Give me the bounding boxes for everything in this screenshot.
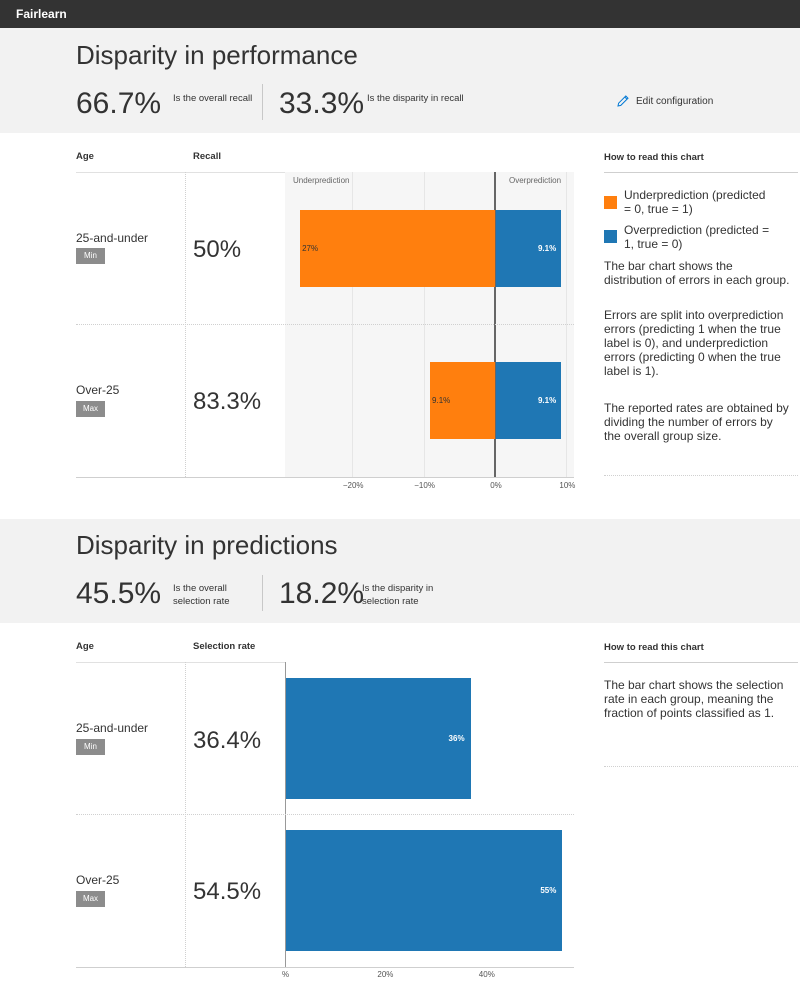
how-to-read-title: How to read this chart [604, 152, 704, 163]
legend-bottom-line [604, 766, 798, 767]
selection-disparity-value: 18.2% [279, 577, 365, 610]
underprediction-swatch [604, 196, 617, 209]
underprediction-bar-label: 9.1% [432, 396, 451, 405]
x-tick-label: −20% [342, 481, 364, 490]
group-label: Over-25 [76, 873, 120, 887]
overall-recall-value: 66.7% [76, 87, 162, 120]
underprediction-bar [300, 210, 495, 287]
chart-explanation: The bar chart shows the selection rate i… [604, 678, 784, 720]
edit-configuration-button[interactable]: Edit configuration [616, 93, 713, 109]
overall-selection-rate-label: Is the overall selection rate [173, 583, 230, 607]
selection-disparity-label: Is the disparity in selection rate [362, 583, 434, 607]
min-badge: Min [76, 248, 105, 264]
performance-bottom-line [76, 477, 574, 478]
overprediction-bar [496, 362, 561, 439]
legend-header-line [604, 172, 798, 173]
underprediction-bar-label: 27% [302, 244, 319, 253]
recall-disparity-label: Is the disparity in recall [367, 93, 464, 104]
overprediction-bar-label: 9.1% [537, 244, 557, 253]
underprediction-legend: Underprediction (predicted = 0, true = 1… [624, 188, 766, 216]
x-tick-label: 40% [478, 970, 495, 979]
chart-explanation: The bar chart shows the distribution of … [604, 259, 790, 287]
recall-value: 50% [193, 236, 242, 263]
max-badge: Max [76, 891, 105, 907]
predictions-bottom-line [76, 967, 574, 968]
predictions-col-group: Age [76, 641, 94, 652]
overall-recall-label: Is the overall recall [173, 93, 253, 104]
max-badge: Max [76, 401, 105, 417]
x-tick-label: 10% [559, 481, 576, 490]
overprediction-swatch [604, 230, 617, 243]
summary-divider [262, 575, 263, 611]
axis-label-underprediction: Underprediction [293, 176, 350, 185]
summary-divider [262, 84, 263, 120]
predictions-summary-band: Disparity in predictions [0, 519, 800, 623]
chart-explanation: The reported rates are obtained by divid… [604, 401, 789, 443]
overprediction-bar [496, 210, 561, 287]
legend-header-line [604, 662, 798, 663]
pencil-icon [617, 95, 629, 107]
predictions-heading: Disparity in predictions [76, 530, 338, 560]
recall-value: 83.3% [193, 388, 262, 415]
predictions-col-metric: Selection rate [193, 641, 256, 652]
group-label: Over-25 [76, 383, 120, 397]
top-bar: Fairlearn [0, 0, 800, 28]
how-to-read-title: How to read this chart [604, 642, 704, 653]
overprediction-bar-label: 9.1% [537, 396, 557, 405]
selection-rate-value: 36.4% [193, 727, 262, 754]
overprediction-legend: Overprediction (predicted = 1, true = 0) [624, 223, 770, 251]
selection-rate-value: 54.5% [193, 878, 262, 905]
axis-label-overprediction: Overprediction [509, 176, 562, 185]
underprediction-bar [430, 362, 495, 439]
recall-disparity-value: 33.3% [279, 87, 365, 120]
performance-row-divider [76, 324, 574, 325]
x-tick-label: % [282, 970, 290, 979]
group-label: 25-and-under [76, 721, 149, 735]
performance-heading: Disparity in performance [76, 40, 358, 70]
app-title: Fairlearn [16, 7, 67, 21]
legend-bottom-line [604, 475, 798, 476]
performance-col-group: Age [76, 151, 94, 162]
edit-configuration-label: Edit configuration [636, 95, 714, 107]
selection-rate-bar [286, 830, 563, 951]
overall-selection-rate-value: 45.5% [76, 577, 162, 610]
x-tick-label: −10% [414, 481, 435, 490]
min-badge: Min [76, 739, 105, 755]
selection-rate-bar-label: 36% [448, 733, 465, 743]
x-tick-label: 20% [377, 970, 394, 979]
performance-col-metric: Recall [193, 151, 221, 162]
group-label: 25-and-under [76, 231, 149, 245]
x-tick-label: 0% [490, 481, 502, 490]
performance-summary-band: Disparity in performance [0, 28, 800, 133]
selection-rate-bar [286, 678, 471, 799]
chart-explanation: Errors are split into overprediction err… [604, 308, 784, 378]
predictions-row-divider [76, 814, 574, 815]
selection-rate-bar-label: 55% [540, 885, 557, 895]
